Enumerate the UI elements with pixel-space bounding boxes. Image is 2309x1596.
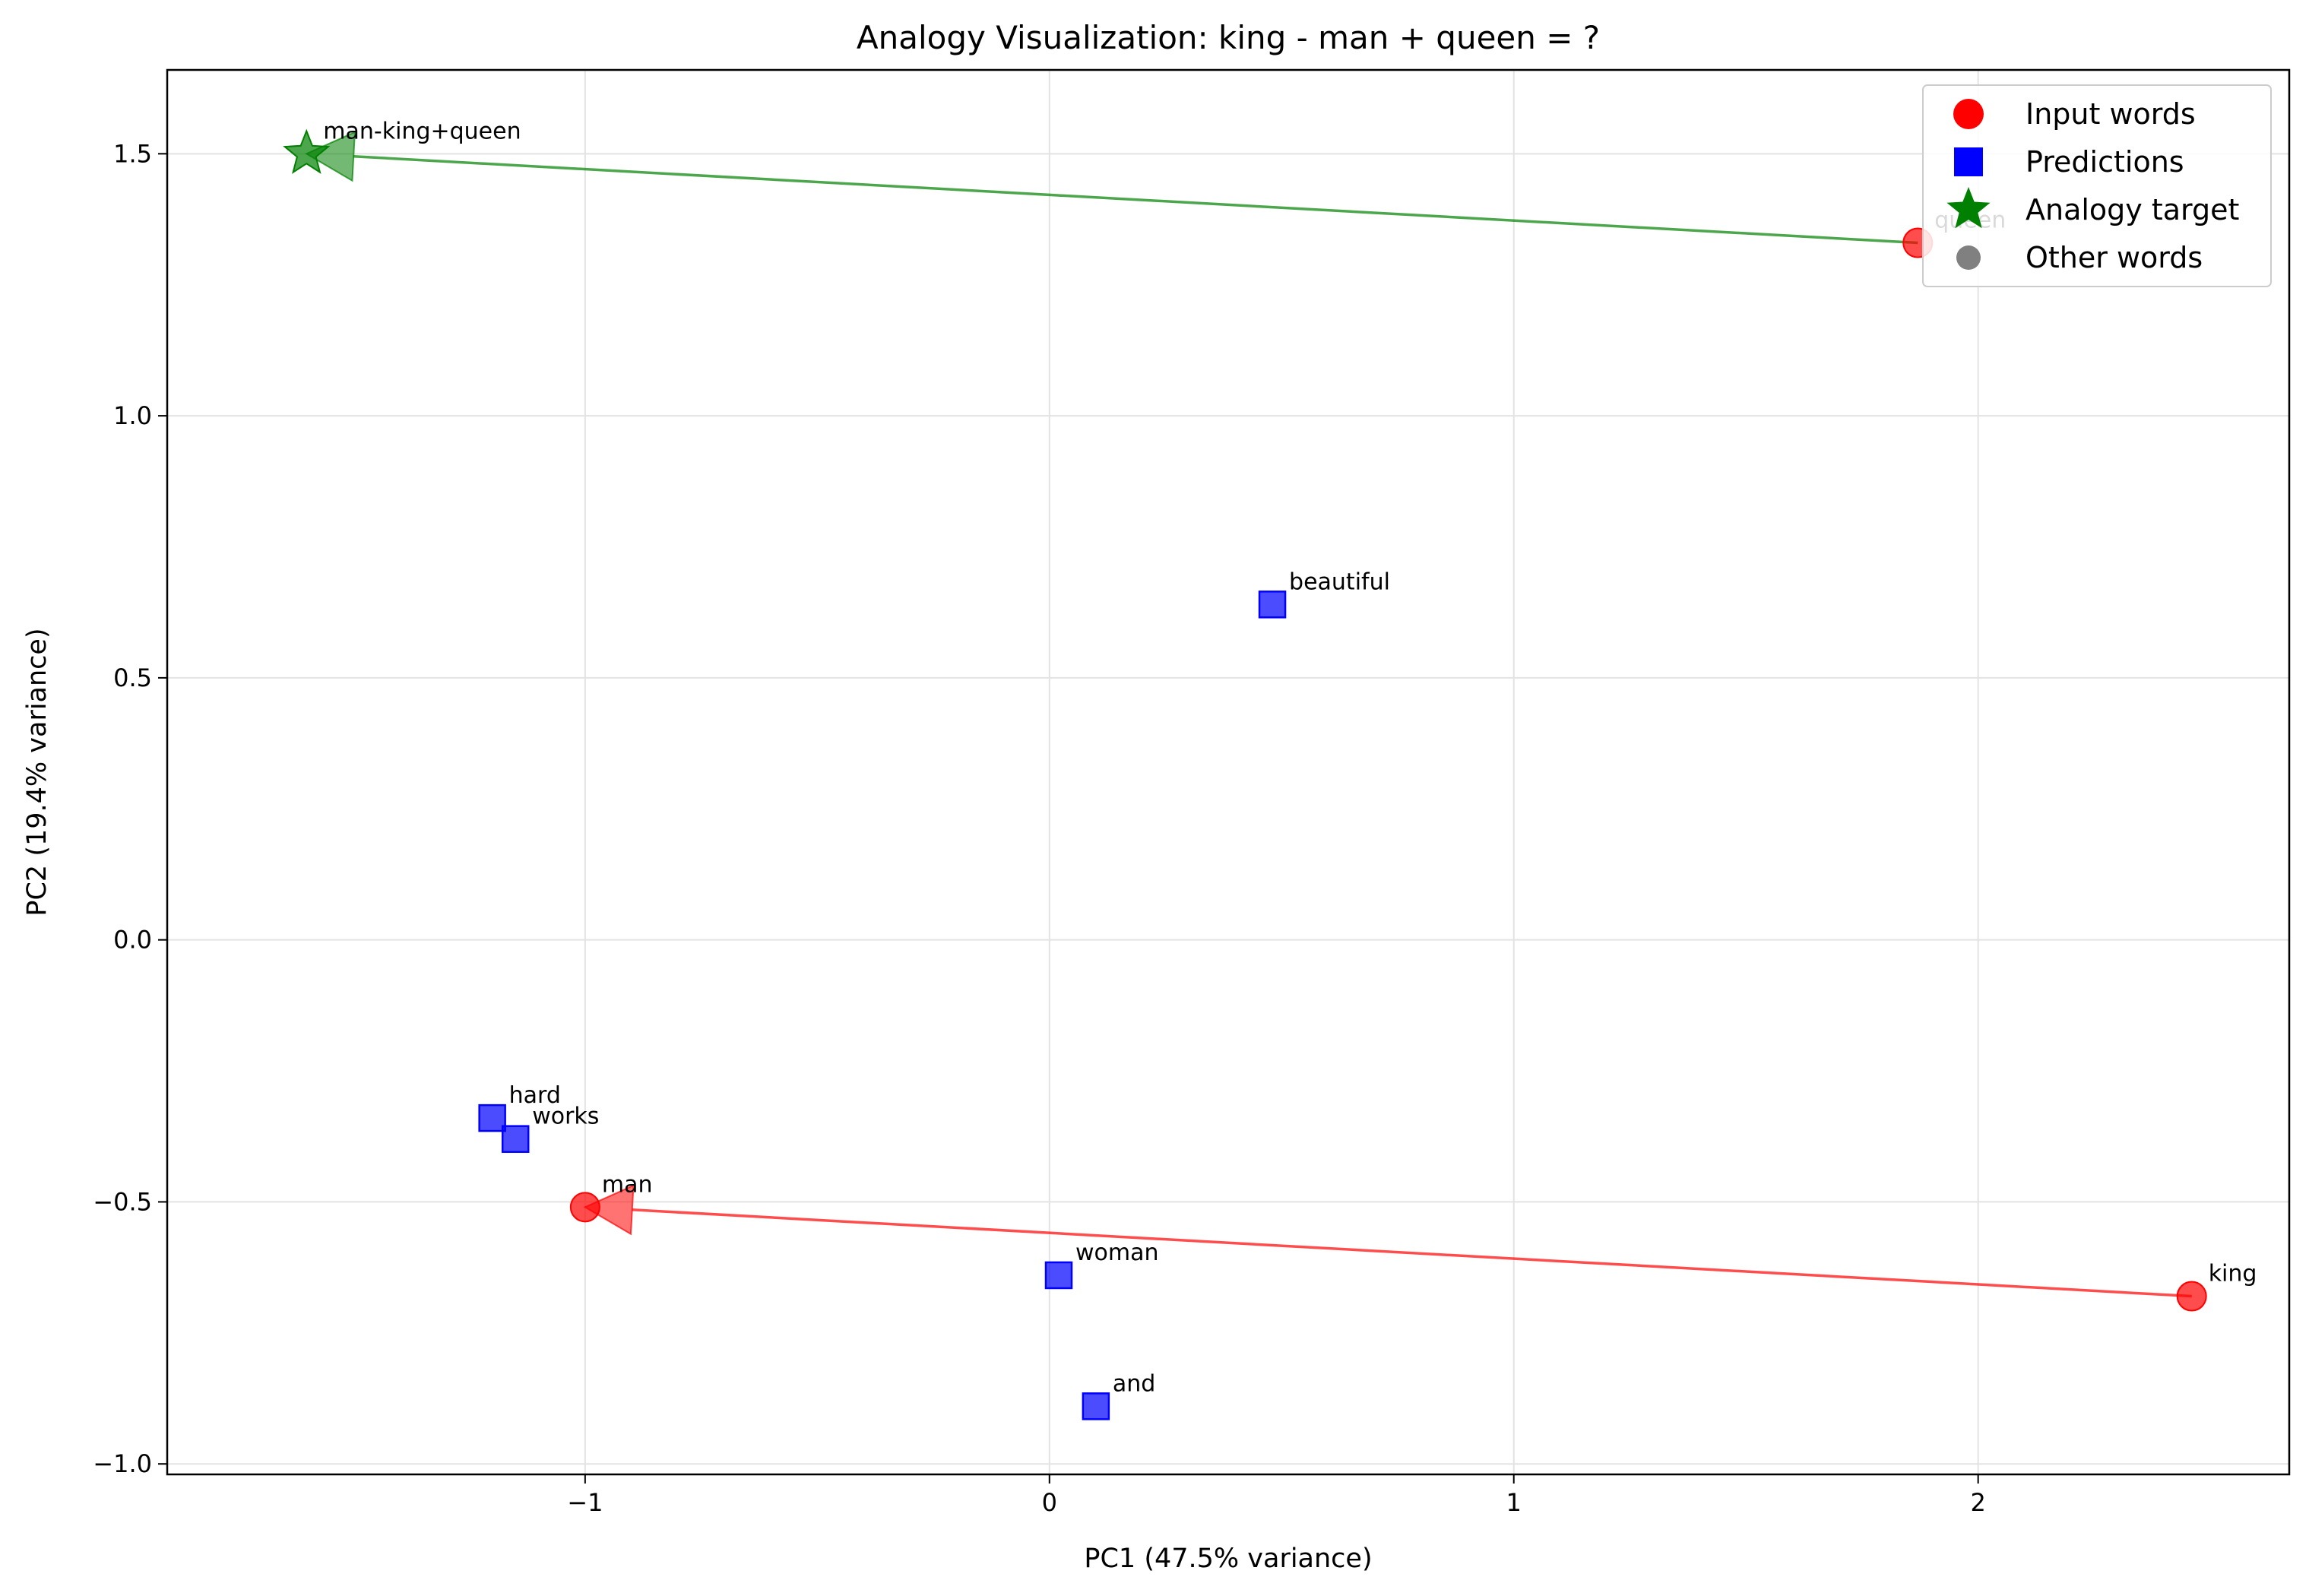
plot-frame [166, 68, 2291, 1476]
legend-label: Input words [2026, 97, 2196, 131]
prediction-marker [478, 1104, 506, 1132]
legend-label: Predictions [2026, 145, 2184, 179]
axis-ticks: −1 0 1 2 −1.0 −0.5 0.0 0.5 1.0 1.5 [93, 139, 1986, 1517]
analogy-target-marker [283, 128, 331, 174]
y-tick-label: 1.5 [113, 139, 152, 168]
analogy-arrows [305, 131, 2192, 1298]
prediction-marker [1258, 591, 1287, 619]
legend-label: Other words [2026, 241, 2203, 274]
y-tick-label: −0.5 [93, 1187, 152, 1216]
word-label-king: king [2209, 1261, 2257, 1287]
word-label-man-king-queen: man-king+queen [323, 118, 521, 144]
legend: Input words Predictions Analogy target Othe… [1922, 84, 2272, 287]
x-tick-label: 0 [1042, 1488, 1057, 1517]
legend-marker-prediction [1954, 147, 1983, 176]
y-axis-title: PC2 (19.4% variance) [22, 628, 52, 916]
prediction-marker [1044, 1261, 1073, 1290]
input-word-marker [569, 1192, 600, 1223]
word-label-woman: woman [1075, 1240, 1159, 1266]
chart-title: Analogy Visualization: king - man + quee… [857, 19, 1600, 56]
input-word-marker [2176, 1281, 2207, 1312]
x-tick-label: 2 [1970, 1488, 1985, 1517]
word-label-works: works [532, 1104, 599, 1130]
x-axis-title: PC1 (47.5% variance) [1084, 1544, 1372, 1574]
legend-label: Analogy target [2026, 193, 2239, 226]
y-tick-label: −1.0 [93, 1449, 152, 1478]
y-tick-label: 1.0 [113, 401, 152, 430]
word-label-man: man [602, 1171, 653, 1198]
word-label-beautiful: beautiful [1289, 568, 1390, 595]
y-tick-label: 0.5 [113, 663, 152, 692]
word-label-hard: hard [509, 1082, 561, 1109]
arrow-shaft [632, 1208, 2192, 1298]
x-tick-label: −1 [567, 1488, 603, 1517]
word-label-and: and [1113, 1370, 1155, 1397]
arrow-shaft [353, 155, 1918, 245]
data-points [283, 128, 2207, 1420]
legend-marker-input [1953, 99, 1984, 129]
arrow-head [305, 131, 356, 182]
prediction-marker [501, 1125, 530, 1153]
prediction-marker [1082, 1392, 1110, 1420]
legend-marker-target [1946, 187, 1991, 229]
arrow-head [583, 1184, 635, 1236]
y-tick-label: 0.0 [113, 926, 152, 955]
legend-frame [1922, 84, 2272, 287]
x-tick-label: 1 [1506, 1488, 1522, 1517]
legend-marker-other [1956, 245, 1981, 270]
